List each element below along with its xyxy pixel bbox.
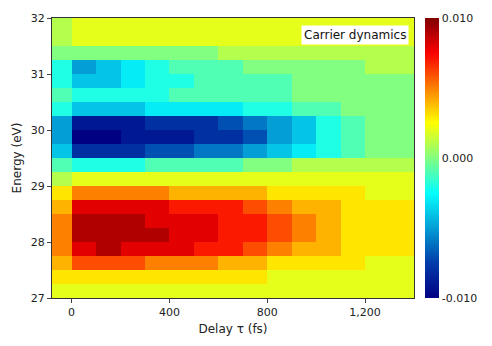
svg-text:Energy (eV): Energy (eV) — [10, 123, 24, 194]
svg-text:0.010: 0.010 — [442, 12, 474, 25]
svg-text:27: 27 — [31, 292, 45, 305]
svg-text:800: 800 — [257, 306, 278, 319]
svg-text:1,200: 1,200 — [349, 306, 381, 319]
svg-text:29: 29 — [31, 180, 45, 193]
svg-text:400: 400 — [159, 306, 180, 319]
svg-text:32: 32 — [31, 12, 45, 25]
svg-text:0: 0 — [68, 306, 75, 319]
svg-text:Delay τ (fs): Delay τ (fs) — [198, 322, 267, 336]
svg-text:30: 30 — [31, 124, 45, 137]
svg-text:28: 28 — [31, 236, 45, 249]
svg-text:31: 31 — [31, 68, 45, 81]
svg-text:0.000: 0.000 — [442, 152, 474, 165]
svg-text:-0.010: -0.010 — [442, 292, 477, 305]
svg-text:Carrier dynamics: Carrier dynamics — [304, 28, 406, 42]
